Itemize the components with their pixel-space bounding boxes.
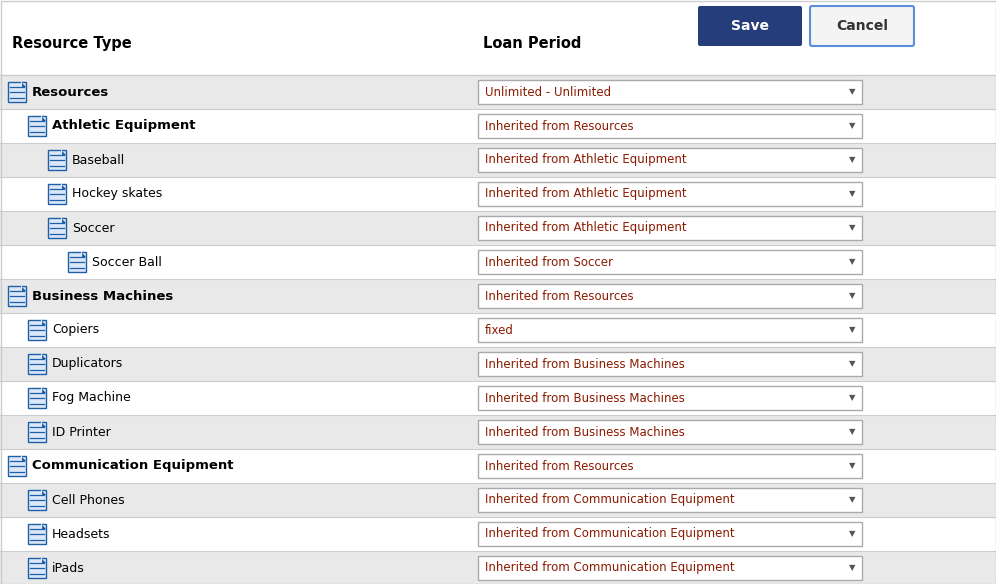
Text: ▼: ▼: [849, 325, 856, 335]
Polygon shape: [41, 388, 46, 393]
FancyBboxPatch shape: [0, 177, 996, 211]
FancyBboxPatch shape: [0, 415, 996, 449]
Text: Inherited from Athletic Equipment: Inherited from Athletic Equipment: [485, 154, 686, 166]
FancyBboxPatch shape: [48, 150, 66, 170]
Polygon shape: [41, 320, 46, 325]
FancyBboxPatch shape: [478, 215, 862, 240]
Polygon shape: [81, 252, 86, 257]
Text: ▼: ▼: [849, 427, 856, 436]
FancyBboxPatch shape: [478, 488, 862, 512]
Text: Duplicators: Duplicators: [52, 357, 124, 370]
Text: Soccer: Soccer: [72, 221, 115, 235]
FancyBboxPatch shape: [478, 148, 862, 172]
FancyBboxPatch shape: [478, 284, 862, 308]
Text: iPads: iPads: [52, 561, 85, 575]
FancyBboxPatch shape: [8, 286, 26, 306]
Text: ▼: ▼: [849, 495, 856, 505]
Text: Copiers: Copiers: [52, 324, 100, 336]
FancyBboxPatch shape: [28, 116, 46, 136]
Polygon shape: [41, 490, 46, 495]
Text: ID Printer: ID Printer: [52, 426, 111, 439]
FancyBboxPatch shape: [0, 517, 996, 551]
FancyBboxPatch shape: [28, 558, 46, 578]
Text: Cancel: Cancel: [836, 19, 888, 33]
FancyBboxPatch shape: [0, 313, 996, 347]
Text: Resource Type: Resource Type: [12, 36, 131, 51]
Text: Inherited from Business Machines: Inherited from Business Machines: [485, 426, 685, 439]
Text: ▼: ▼: [849, 224, 856, 232]
Text: ▼: ▼: [849, 530, 856, 538]
Text: ▼: ▼: [849, 461, 856, 471]
FancyBboxPatch shape: [810, 6, 914, 46]
Text: ▼: ▼: [849, 88, 856, 96]
FancyBboxPatch shape: [28, 388, 46, 408]
Text: Baseball: Baseball: [72, 154, 125, 166]
Text: Headsets: Headsets: [52, 527, 111, 541]
FancyBboxPatch shape: [478, 556, 862, 580]
Text: Save: Save: [731, 19, 769, 33]
Polygon shape: [21, 286, 26, 291]
Text: Loan Period: Loan Period: [483, 36, 582, 51]
FancyBboxPatch shape: [0, 211, 996, 245]
Text: ▼: ▼: [849, 360, 856, 369]
FancyBboxPatch shape: [0, 551, 996, 584]
Text: Soccer Ball: Soccer Ball: [92, 256, 162, 269]
FancyBboxPatch shape: [8, 82, 26, 102]
Polygon shape: [61, 184, 66, 189]
Text: Inherited from Resources: Inherited from Resources: [485, 120, 633, 133]
Text: Inherited from Athletic Equipment: Inherited from Athletic Equipment: [485, 187, 686, 200]
FancyBboxPatch shape: [28, 320, 46, 340]
Polygon shape: [41, 558, 46, 563]
Text: Fog Machine: Fog Machine: [52, 391, 130, 405]
Text: Hockey skates: Hockey skates: [72, 187, 162, 200]
Text: Inherited from Athletic Equipment: Inherited from Athletic Equipment: [485, 221, 686, 235]
FancyBboxPatch shape: [478, 114, 862, 138]
FancyBboxPatch shape: [478, 182, 862, 206]
Text: Inherited from Soccer: Inherited from Soccer: [485, 256, 613, 269]
Text: Resources: Resources: [32, 85, 110, 99]
FancyBboxPatch shape: [28, 490, 46, 510]
Polygon shape: [41, 524, 46, 529]
FancyBboxPatch shape: [698, 6, 802, 46]
FancyBboxPatch shape: [0, 483, 996, 517]
Text: Inherited from Communication Equipment: Inherited from Communication Equipment: [485, 561, 735, 575]
Text: ▼: ▼: [849, 291, 856, 301]
FancyBboxPatch shape: [28, 354, 46, 374]
Polygon shape: [41, 116, 46, 121]
Text: Unlimited - Unlimited: Unlimited - Unlimited: [485, 85, 612, 99]
Text: fixed: fixed: [485, 324, 514, 336]
FancyBboxPatch shape: [0, 109, 996, 143]
Text: ▼: ▼: [849, 394, 856, 402]
FancyBboxPatch shape: [0, 75, 996, 109]
Polygon shape: [41, 354, 46, 359]
FancyBboxPatch shape: [0, 381, 996, 415]
FancyBboxPatch shape: [478, 454, 862, 478]
Text: ▼: ▼: [849, 155, 856, 165]
FancyBboxPatch shape: [68, 252, 86, 272]
Text: Business Machines: Business Machines: [32, 290, 173, 303]
Text: ▼: ▼: [849, 189, 856, 199]
FancyBboxPatch shape: [478, 352, 862, 376]
FancyBboxPatch shape: [28, 524, 46, 544]
FancyBboxPatch shape: [0, 449, 996, 483]
Text: ▼: ▼: [849, 564, 856, 572]
FancyBboxPatch shape: [478, 250, 862, 274]
Text: Inherited from Business Machines: Inherited from Business Machines: [485, 391, 685, 405]
Text: Inherited from Resources: Inherited from Resources: [485, 460, 633, 472]
FancyBboxPatch shape: [478, 318, 862, 342]
Text: Athletic Equipment: Athletic Equipment: [52, 120, 195, 133]
FancyBboxPatch shape: [0, 245, 996, 279]
FancyBboxPatch shape: [0, 143, 996, 177]
FancyBboxPatch shape: [48, 218, 66, 238]
Text: Inherited from Resources: Inherited from Resources: [485, 290, 633, 303]
FancyBboxPatch shape: [478, 522, 862, 546]
Polygon shape: [61, 218, 66, 223]
Text: Cell Phones: Cell Phones: [52, 493, 124, 506]
Text: Inherited from Communication Equipment: Inherited from Communication Equipment: [485, 527, 735, 541]
Polygon shape: [21, 82, 26, 87]
FancyBboxPatch shape: [28, 422, 46, 442]
Text: Inherited from Communication Equipment: Inherited from Communication Equipment: [485, 493, 735, 506]
FancyBboxPatch shape: [0, 279, 996, 313]
FancyBboxPatch shape: [478, 420, 862, 444]
